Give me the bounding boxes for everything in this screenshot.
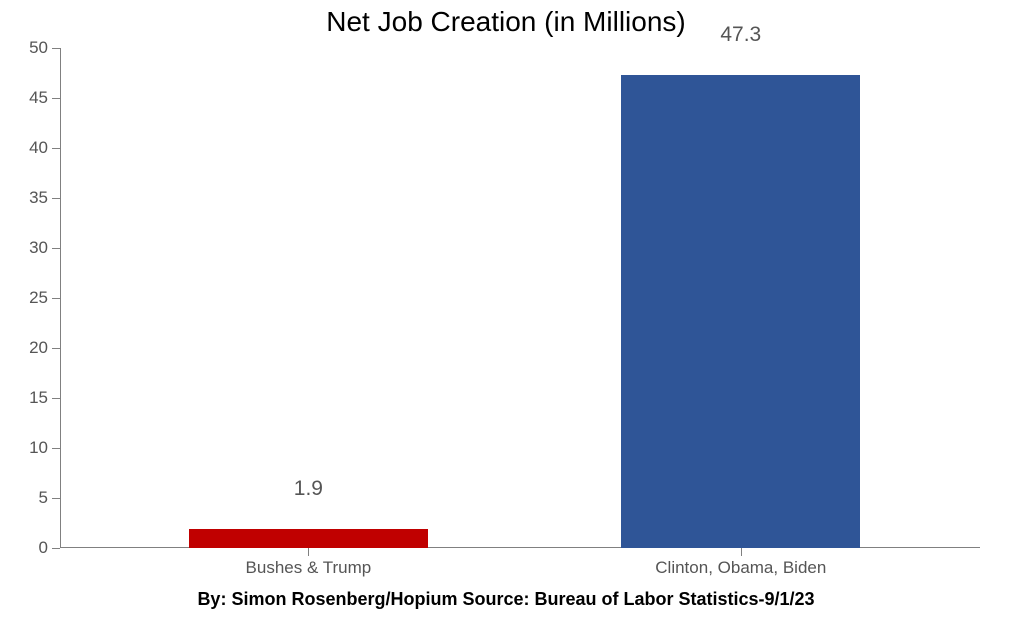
x-tick-label: Clinton, Obama, Biden xyxy=(655,548,826,578)
source-attribution: By: Simon Rosenberg/Hopium Source: Burea… xyxy=(0,589,1012,610)
chart-title: Net Job Creation (in Millions) xyxy=(0,6,1012,38)
plot-area: 051015202530354045501.9Bushes & Trump47.… xyxy=(60,48,980,548)
bar xyxy=(189,529,428,548)
y-tick-label: 45 xyxy=(29,88,60,108)
y-axis xyxy=(60,48,61,548)
y-tick-label: 20 xyxy=(29,338,60,358)
y-tick-label: 25 xyxy=(29,288,60,308)
y-tick-label: 15 xyxy=(29,388,60,408)
y-tick-label: 10 xyxy=(29,438,60,458)
y-tick-label: 0 xyxy=(39,538,60,558)
bar-value-label: 47.3 xyxy=(720,23,761,47)
y-tick-label: 50 xyxy=(29,38,60,58)
y-tick-label: 35 xyxy=(29,188,60,208)
bar xyxy=(621,75,860,548)
x-tick-label: Bushes & Trump xyxy=(246,548,372,578)
y-tick-label: 40 xyxy=(29,138,60,158)
y-tick-label: 30 xyxy=(29,238,60,258)
y-tick-label: 5 xyxy=(39,488,60,508)
chart-container: Net Job Creation (in Millions) 051015202… xyxy=(0,0,1012,620)
bar-value-label: 1.9 xyxy=(294,477,323,501)
